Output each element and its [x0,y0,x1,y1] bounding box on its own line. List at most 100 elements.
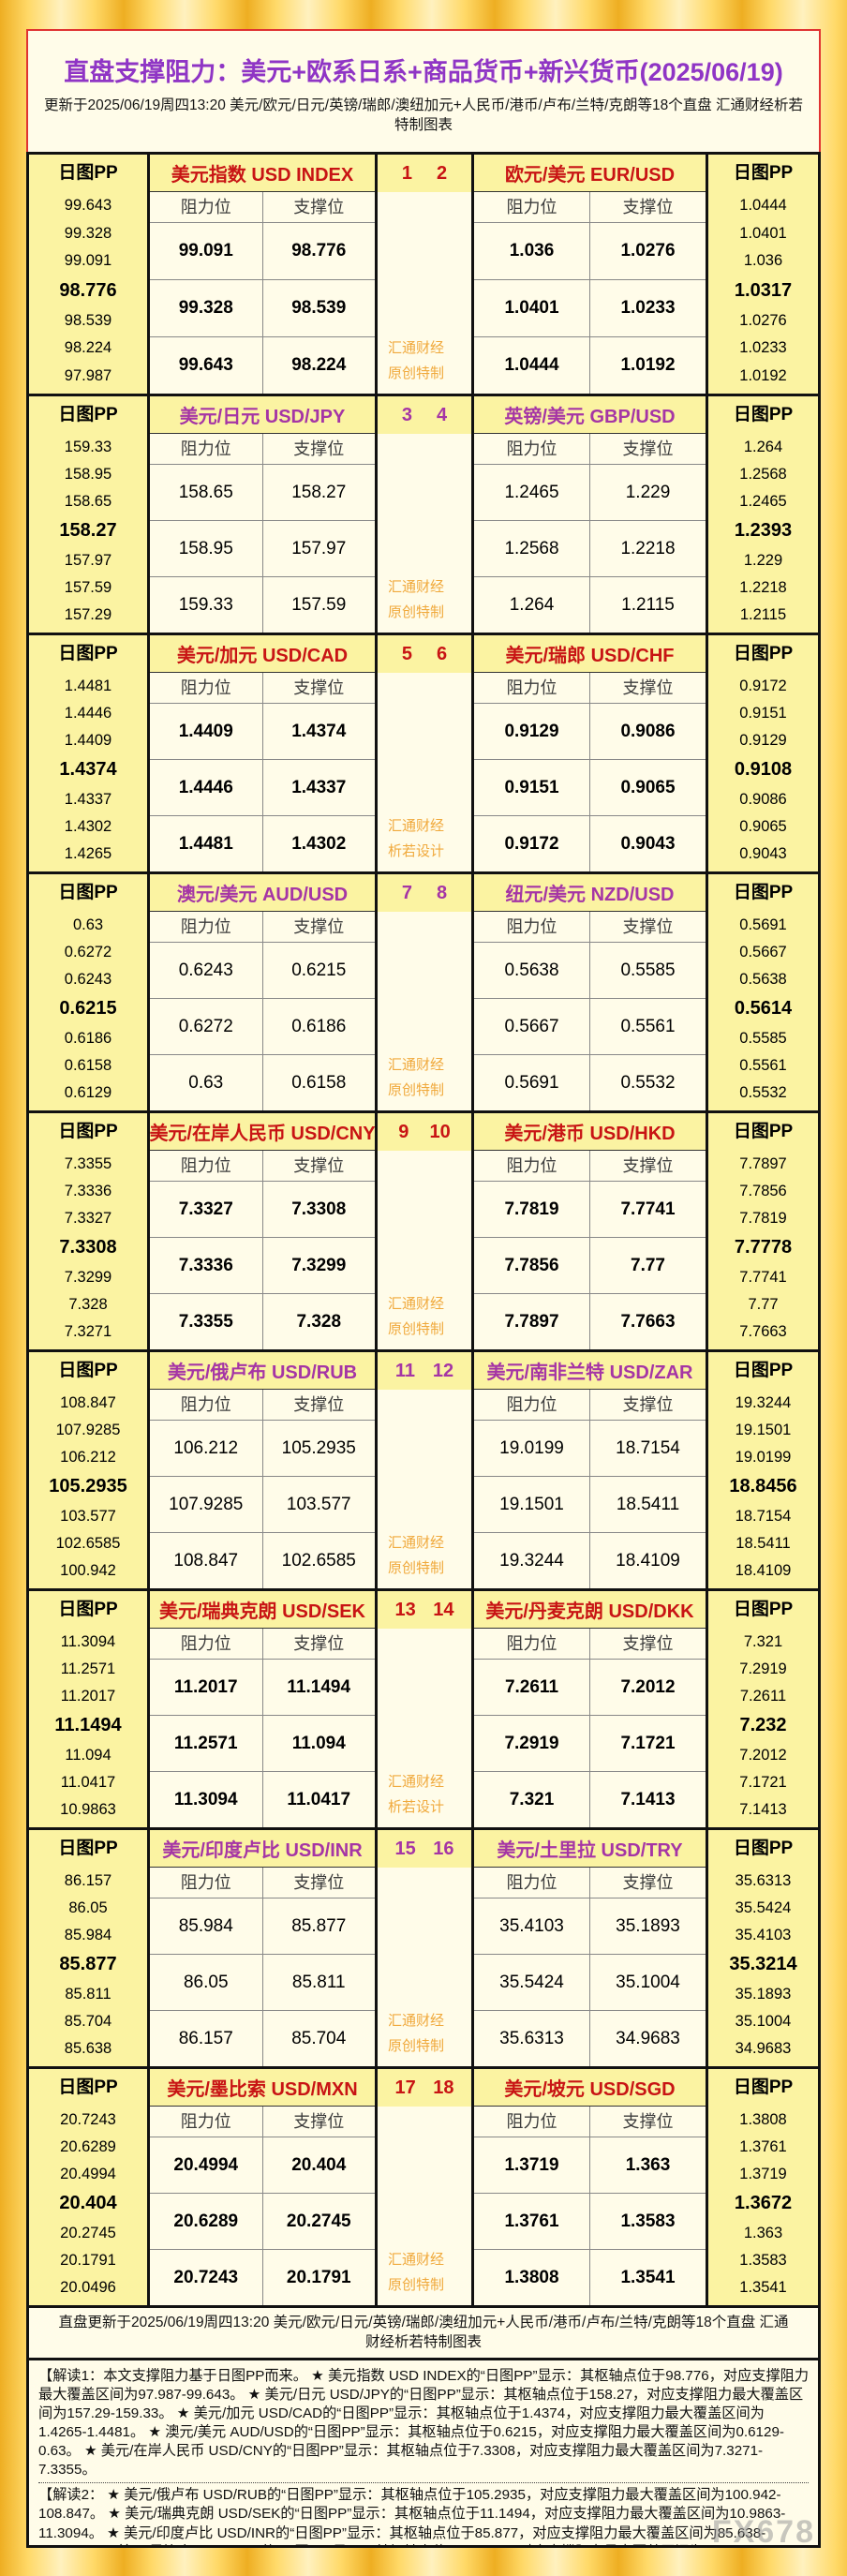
resistance-value: 7.2919 [474,1716,590,1771]
levels-row: 1.0401 1.0233 [474,280,706,337]
resistance-value: 158.65 [150,465,263,520]
pp-value: 20.1791 [60,2251,116,2269]
notes-box: 【解读1：本文支撑阻力基于日图PP而来。 ★ 美元指数 USD INDEX的“日… [26,2360,821,2548]
pair-block-row: 日图PP 108.847 107.9285 106.212 105.2935 103.5… [29,1349,818,1588]
pp-value: 0.5667 [739,944,787,961]
support-value: 11.0417 [287,1789,351,1809]
pivot-value: 158.27 [59,520,117,542]
pp-values: 1.3808 1.3761 1.3719 1.3672 1.363 1.3583 1.354… [708,2107,818,2305]
pp-value: 19.3244 [735,1394,792,1412]
daily-pp-column-right: 日图PP 7.321 7.2919 7.2611 7.232 7.2012 7.1721 7… [706,1591,818,1827]
pair-block-row: 日图PP 1.4481 1.4446 1.4409 1.4374 1.4337 1.430… [29,633,818,871]
resistance-value: 7.3355 [150,1294,263,1349]
pair-block-row: 日图PP 86.157 86.05 85.984 85.877 85.811 85.704… [29,1827,818,2066]
pp-values: 0.5691 0.5667 0.5638 0.5614 0.5585 0.5561 0.55… [708,912,818,1110]
levels-row: 1.3761 1.3583 [474,2194,706,2250]
support-value: 7.3299 [291,1255,347,1275]
resistance-label: 阻力位 [150,1868,263,1898]
support-value: 20.404 [291,2154,347,2175]
levels-row: 20.4994 20.404 [150,2137,375,2194]
pair-title-cell: 美元/丹麦克朗 USD/DKK [474,1591,706,1629]
levels-row: 35.4103 35.1893 [474,1898,706,1955]
pp-header: 日图PP [733,1122,794,1141]
pair-number: 3 [401,404,413,425]
support-value: 20.1791 [286,2267,351,2287]
support-value: 18.4109 [616,1550,680,1571]
resistance-value: 106.212 [150,1421,263,1476]
pp-value: 1.229 [743,551,783,569]
pivot-value: 1.4374 [59,759,117,781]
pivot-value: 98.776 [59,279,117,301]
pair-panel-left: 美元/在岸人民币 USD/CNY 阻力位 支撑位 7.3327 7.3308 7.3… [149,1113,376,1349]
pp-value: 1.3719 [739,2166,787,2183]
pair-panel-right: 美元/土里拉 USD/TRY 阻力位 支撑位 35.4103 35.1893 35.… [474,1830,706,2066]
levels-row: 1.036 1.0276 [474,223,706,280]
support-value: 7.328 [296,1311,342,1332]
pair-panel-left: 美元/墨比索 USD/MXN 阻力位 支撑位 20.4994 20.404 20.6… [150,2069,375,2305]
pair-title: 美元/丹麦克朗 USD/DKK [485,1601,694,1622]
resistance-value: 7.2611 [474,1660,590,1715]
resistance-value: 85.984 [150,1898,263,1954]
pp-value: 107.9285 [55,1422,121,1439]
resistance-value: 1.2465 [474,465,590,520]
pp-value: 157.29 [64,605,112,623]
pp-value: 18.4109 [735,1561,792,1579]
support-value: 18.7154 [616,1437,680,1458]
pp-value: 1.363 [743,2224,783,2241]
pair-number: 2 [436,162,448,184]
watermark-line2: 原创特制 [387,604,444,620]
levels-row: 0.5667 0.5561 [474,999,706,1055]
resistance-value: 107.9285 [150,1477,263,1532]
daily-pp-column-right: 日图PP 1.3808 1.3761 1.3719 1.3672 1.363 1.3583… [706,2069,818,2305]
support-value: 85.811 [291,1972,346,1992]
levels-header: 阻力位 支撑位 [150,1868,375,1898]
levels-header: 阻力位 支撑位 [474,434,706,465]
support-value: 1.0233 [620,298,676,318]
pair-title-cell: 美元/瑞典克朗 USD/SEK [150,1591,375,1629]
index-column-body: 汇通财经 析若设计 [378,673,471,871]
support-value: 7.1413 [620,1789,676,1809]
pair-numbers: 9 10 [378,1113,471,1151]
resistance-label: 阻力位 [150,1390,263,1420]
levels-row: 20.7243 20.1791 [150,2250,375,2305]
support-label: 支撑位 [622,1873,674,1892]
index-column-body: 汇通财经 原创特制 [378,2107,471,2305]
pivot-value: 0.9108 [734,759,793,781]
levels-row: 7.2611 7.2012 [474,1660,706,1716]
site-watermark: 汇通财经 原创特制 [348,1052,484,1103]
watermark-line2: 原创特制 [387,1321,444,1337]
daily-pp-column-left: 日图PP 11.3094 11.2571 11.2017 11.1494 11.094 1… [29,1591,150,1827]
levels-header: 阻力位 支撑位 [150,434,375,465]
levels-header: 阻力位 支撑位 [150,1390,375,1421]
support-value: 18.5411 [616,1494,680,1514]
watermark-line1: 汇通财经 [387,1057,444,1073]
index-column: 1 2 汇通财经 原创特制 [375,155,474,394]
pp-value: 1.2115 [739,605,787,623]
daily-pp-column-right: 日图PP 19.3244 19.1501 19.0199 18.8456 18.7154… [706,1352,818,1588]
content-panel: 直盘支撑阻力：美元+欧系日系+商品货币+新兴货币(2025/06/19) 更新于… [26,0,821,2548]
pair-title: 美元/瑞郎 USD/CHF [505,646,675,666]
levels-row: 19.1501 18.5411 [474,1477,706,1533]
daily-pp-column-right: 日图PP 0.5691 0.5667 0.5638 0.5614 0.5585 0.556… [706,874,818,1110]
levels-row: 7.321 7.1413 [474,1772,706,1827]
resistance-value: 1.264 [474,577,590,633]
pair-block-row: 日图PP 20.7243 20.6289 20.4994 20.404 20.2745 2… [29,2066,818,2305]
support-label: 支撑位 [293,439,345,458]
pp-value: 7.3271 [64,1322,112,1340]
pair-title-cell: 美元/加元 USD/CAD [150,635,375,673]
support-value: 98.539 [291,298,347,318]
resistance-value: 7.7856 [474,1238,590,1293]
levels-row: 107.9285 103.577 [150,1477,375,1533]
levels-header: 阻力位 支撑位 [474,673,706,704]
pair-block-row: 日图PP 0.63 0.6272 0.6243 0.6215 0.6186 0.6158 0… [29,871,818,1110]
pair-number: 17 [394,2077,416,2098]
pair-panel-left: 美元/俄卢布 USD/RUB 阻力位 支撑位 106.212 105.2935 10… [150,1352,375,1588]
levels-header: 阻力位 支撑位 [474,912,706,943]
support-value: 35.1004 [616,1972,680,1992]
levels-body: 7.3327 7.3308 7.3336 7.3299 7.3355 7.328 [150,1182,375,1349]
pp-value: 99.643 [64,197,112,215]
levels-row: 99.328 98.539 [150,280,375,337]
pair-title: 美元/加元 USD/CAD [176,646,349,666]
pair-panel-left: 美元/印度卢比 USD/INR 阻力位 支撑位 85.984 85.877 86.0… [150,1830,375,2066]
support-label: 支撑位 [622,198,674,216]
